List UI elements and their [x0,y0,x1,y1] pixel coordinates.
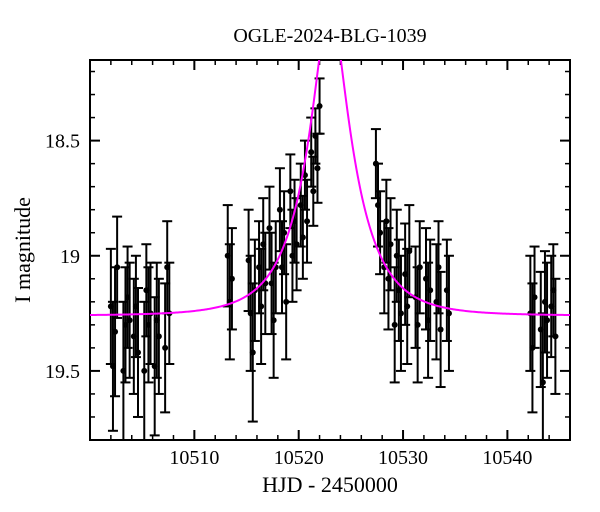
svg-text:10520: 10520 [274,447,324,469]
chart-title: OGLE-2024-BLG-1039 [233,25,426,47]
model-curve [90,6,570,315]
y-axis-label: I magnitude [10,197,35,303]
data-points [106,78,561,451]
chart-svg: OGLE-2024-BLG-1039 I magnitude HJD - 245… [0,0,600,512]
svg-text:10510: 10510 [169,447,219,469]
svg-text:18.5: 18.5 [45,131,80,153]
svg-text:10540: 10540 [482,447,532,469]
svg-text:10530: 10530 [378,447,428,469]
svg-text:19.5: 19.5 [45,361,80,383]
x-axis-label: HJD - 2450000 [262,472,398,497]
svg-text:19: 19 [60,246,80,268]
axes-group [90,60,570,440]
